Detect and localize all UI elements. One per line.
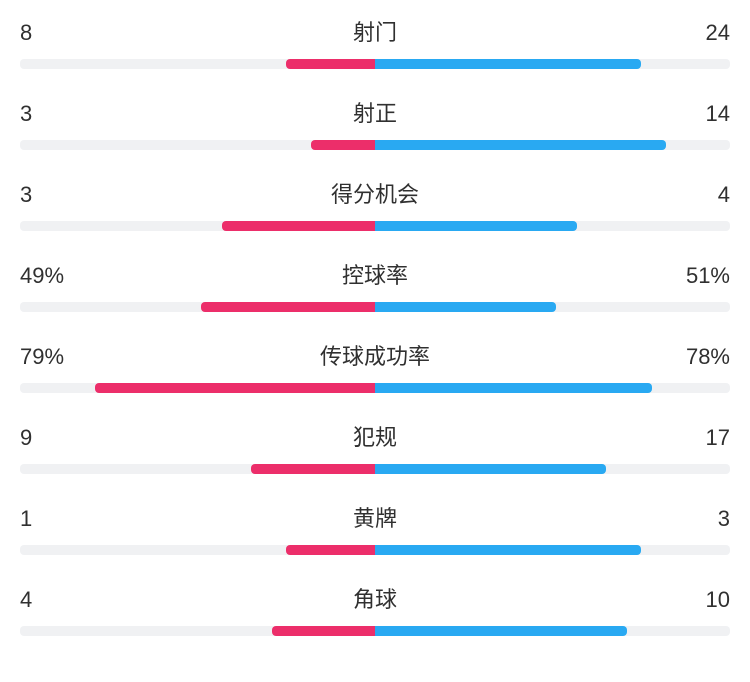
stat-left-value: 4 bbox=[20, 587, 80, 613]
stat-row: 3得分机会4 bbox=[20, 177, 730, 231]
bar-half-left bbox=[20, 545, 375, 555]
bar-fill-left bbox=[95, 383, 375, 393]
bar-track bbox=[20, 545, 730, 555]
stat-header: 49%控球率51% bbox=[20, 258, 730, 290]
stat-header: 8射门24 bbox=[20, 15, 730, 47]
bar-fill-right bbox=[375, 221, 577, 231]
bar-half-left bbox=[20, 383, 375, 393]
bar-fill-left bbox=[222, 221, 375, 231]
stat-left-value: 49% bbox=[20, 263, 80, 289]
stat-row: 8射门24 bbox=[20, 15, 730, 69]
bar-half-right bbox=[375, 140, 730, 150]
bar-half-left bbox=[20, 626, 375, 636]
bar-fill-left bbox=[286, 545, 375, 555]
stat-right-value: 24 bbox=[670, 20, 730, 46]
stat-label: 控球率 bbox=[80, 258, 670, 290]
stat-row: 79%传球成功率78% bbox=[20, 339, 730, 393]
bar-half-right bbox=[375, 626, 730, 636]
bar-half-right bbox=[375, 221, 730, 231]
bar-fill-left bbox=[251, 464, 375, 474]
bar-half-right bbox=[375, 545, 730, 555]
stat-right-value: 78% bbox=[670, 344, 730, 370]
stat-right-value: 51% bbox=[670, 263, 730, 289]
stat-left-value: 1 bbox=[20, 506, 80, 532]
stat-left-value: 3 bbox=[20, 182, 80, 208]
bar-fill-left bbox=[286, 59, 375, 69]
stat-right-value: 14 bbox=[670, 101, 730, 127]
stats-comparison-chart: 8射门243射正143得分机会449%控球率51%79%传球成功率78%9犯规1… bbox=[20, 15, 730, 636]
bar-fill-right bbox=[375, 302, 556, 312]
bar-track bbox=[20, 59, 730, 69]
stat-header: 79%传球成功率78% bbox=[20, 339, 730, 371]
bar-fill-left bbox=[201, 302, 375, 312]
stat-left-value: 8 bbox=[20, 20, 80, 46]
stat-label: 射正 bbox=[80, 96, 670, 128]
bar-fill-right bbox=[375, 464, 606, 474]
stat-label: 得分机会 bbox=[80, 177, 670, 209]
stat-right-value: 4 bbox=[670, 182, 730, 208]
bar-half-right bbox=[375, 59, 730, 69]
stat-row: 9犯规17 bbox=[20, 420, 730, 474]
bar-half-left bbox=[20, 464, 375, 474]
stat-label: 黄牌 bbox=[80, 501, 670, 533]
stat-left-value: 79% bbox=[20, 344, 80, 370]
stat-header: 4角球10 bbox=[20, 582, 730, 614]
bar-half-right bbox=[375, 383, 730, 393]
bar-half-left bbox=[20, 221, 375, 231]
stat-label: 射门 bbox=[80, 15, 670, 47]
bar-fill-right bbox=[375, 140, 666, 150]
bar-track bbox=[20, 626, 730, 636]
stat-right-value: 10 bbox=[670, 587, 730, 613]
stat-header: 9犯规17 bbox=[20, 420, 730, 452]
stat-row: 1黄牌3 bbox=[20, 501, 730, 555]
bar-half-right bbox=[375, 464, 730, 474]
stat-header: 1黄牌3 bbox=[20, 501, 730, 533]
bar-half-left bbox=[20, 302, 375, 312]
stat-label: 传球成功率 bbox=[80, 339, 670, 371]
bar-track bbox=[20, 464, 730, 474]
stat-right-value: 3 bbox=[670, 506, 730, 532]
bar-fill-right bbox=[375, 383, 652, 393]
bar-fill-left bbox=[272, 626, 375, 636]
stat-row: 3射正14 bbox=[20, 96, 730, 150]
stat-row: 4角球10 bbox=[20, 582, 730, 636]
bar-track bbox=[20, 140, 730, 150]
stat-label: 犯规 bbox=[80, 420, 670, 452]
bar-fill-right bbox=[375, 59, 641, 69]
stat-row: 49%控球率51% bbox=[20, 258, 730, 312]
stat-left-value: 3 bbox=[20, 101, 80, 127]
bar-half-right bbox=[375, 302, 730, 312]
stat-right-value: 17 bbox=[670, 425, 730, 451]
bar-track bbox=[20, 302, 730, 312]
bar-fill-right bbox=[375, 626, 627, 636]
bar-fill-right bbox=[375, 545, 641, 555]
stat-header: 3得分机会4 bbox=[20, 177, 730, 209]
bar-half-left bbox=[20, 59, 375, 69]
stat-header: 3射正14 bbox=[20, 96, 730, 128]
bar-fill-left bbox=[311, 140, 375, 150]
stat-label: 角球 bbox=[80, 582, 670, 614]
bar-track bbox=[20, 221, 730, 231]
bar-half-left bbox=[20, 140, 375, 150]
stat-left-value: 9 bbox=[20, 425, 80, 451]
bar-track bbox=[20, 383, 730, 393]
